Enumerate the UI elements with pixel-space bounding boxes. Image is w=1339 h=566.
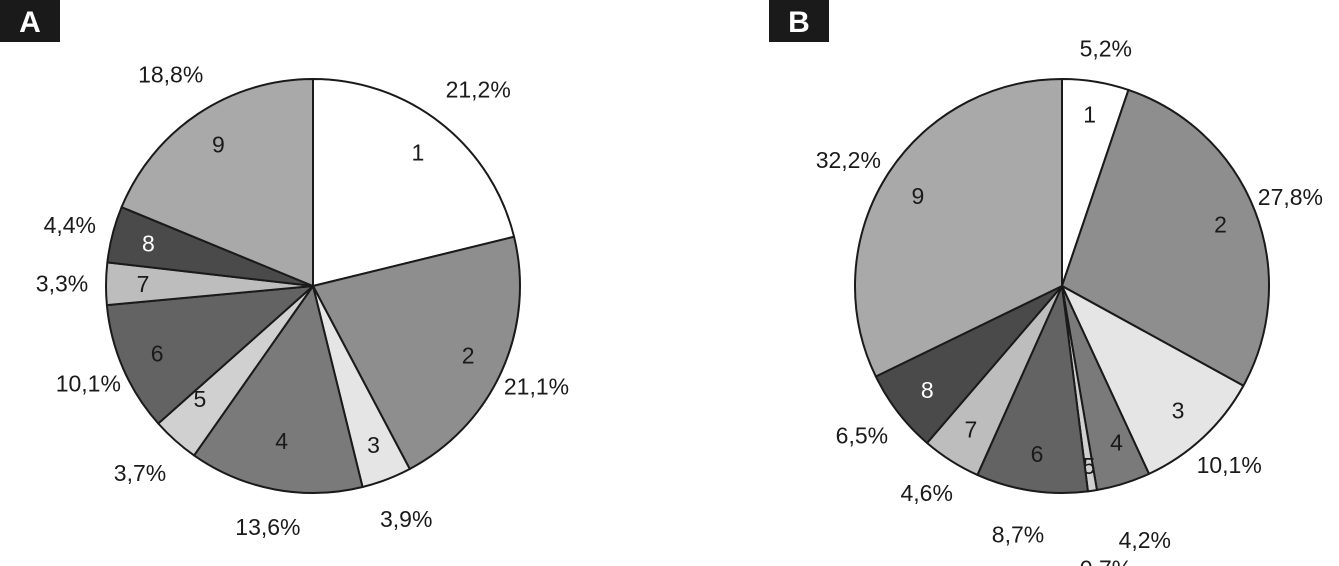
panel-a-label: A — [19, 6, 41, 39]
pie-a-category-label-2: 2 — [462, 343, 475, 369]
pie-b-category-label-2: 2 — [1214, 211, 1227, 237]
pie-b-slice-6 — [976, 285, 1089, 494]
pie-a-value-label-9: 18,8% — [138, 61, 203, 87]
pie-a-category-label-9: 9 — [212, 132, 225, 158]
pie-a-category-label-5: 5 — [194, 386, 207, 412]
pie-a-value-label-2: 21,1% — [504, 373, 569, 399]
pie-a-category-label-8: 8 — [142, 231, 155, 257]
pie-a-slice-9 — [120, 78, 314, 287]
pie-a-slice-4 — [193, 285, 364, 494]
pie-b-category-label-4: 4 — [1110, 429, 1123, 455]
pie-a-slice-2 — [312, 235, 521, 470]
pie-b-slice-9 — [854, 78, 1063, 378]
panel-b: B 15,2%227,8%310,1%44,2%50,7%68,7%74,6%8… — [769, 0, 1323, 566]
pie-b-slice-3 — [1061, 285, 1245, 475]
pie-a-category-label-4: 4 — [275, 428, 288, 454]
pie-a-slice-6 — [105, 285, 314, 425]
pie-b-category-label-7: 7 — [965, 417, 978, 443]
pie-b-value-label-2: 27,8% — [1258, 184, 1323, 210]
pie-b-value-label-1: 5,2% — [1080, 35, 1132, 61]
pie-a-value-label-7: 3,3% — [36, 270, 88, 296]
pie-a-value-label-6: 10,1% — [56, 371, 121, 397]
pie-a-value-label-3: 3,9% — [380, 506, 432, 532]
pie-chart-b: 15,2%227,8%310,1%44,2%50,7%68,7%74,6%86,… — [816, 35, 1323, 566]
pie-a-category-label-1: 1 — [412, 139, 425, 165]
pie-b-value-label-8: 6,5% — [836, 423, 888, 449]
pie-b-value-label-4: 4,2% — [1119, 527, 1171, 553]
pie-chart-a: 1 21,2% 2 21,1% 3 3,9% 4 13,6% 5 3,7% 6 10,1% 7 3,3% 8… — [36, 61, 569, 539]
pie-b-value-label-9: 32,2% — [816, 147, 881, 173]
panel-b-label: B — [788, 6, 810, 39]
pie-b-value-label-7: 4,6% — [900, 480, 952, 506]
pie-b-category-label-1: 1 — [1083, 101, 1096, 127]
pie-b-category-label-3: 3 — [1172, 397, 1185, 423]
pie-b-category-label-9: 9 — [912, 183, 925, 209]
pie-b-slice-2 — [1061, 88, 1271, 387]
pie-a-value-label-1: 21,2% — [446, 76, 511, 102]
panel-b-label-box — [769, 0, 829, 42]
panel-a-label-box — [0, 0, 60, 42]
pie-b-value-label-3: 10,1% — [1197, 452, 1262, 478]
pie-a-category-label-3: 3 — [367, 432, 380, 458]
pie-a-category-label-6: 6 — [151, 341, 164, 367]
pie-b-category-label-8: 8 — [921, 377, 934, 403]
pie-b-value-label-6: 8,7% — [992, 521, 1044, 547]
pie-a-value-label-5: 3,7% — [114, 460, 166, 486]
pie-a-value-label-4: 13,6% — [235, 514, 300, 540]
pie-b-category-label-6: 6 — [1031, 441, 1044, 467]
pie-a-slice-1 — [312, 78, 516, 287]
pie-b-value-label-5: 0,7% — [1080, 555, 1132, 566]
pie-a-category-label-7: 7 — [137, 271, 150, 297]
pie-a-value-label-8: 4,4% — [44, 212, 96, 238]
panel-a: A 1 21,2% 2 21,1% 3 3,9% 4 13,6% 5 3,7% 6 10,1% 7 3,3… — [0, 0, 569, 540]
